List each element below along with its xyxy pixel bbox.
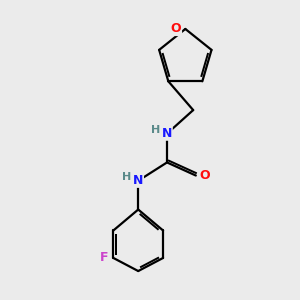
Text: N: N — [162, 127, 172, 140]
Text: F: F — [100, 251, 108, 265]
Text: O: O — [200, 169, 210, 182]
Text: H: H — [122, 172, 131, 182]
Text: H: H — [151, 125, 160, 135]
Text: N: N — [133, 174, 143, 187]
Text: O: O — [171, 22, 181, 35]
